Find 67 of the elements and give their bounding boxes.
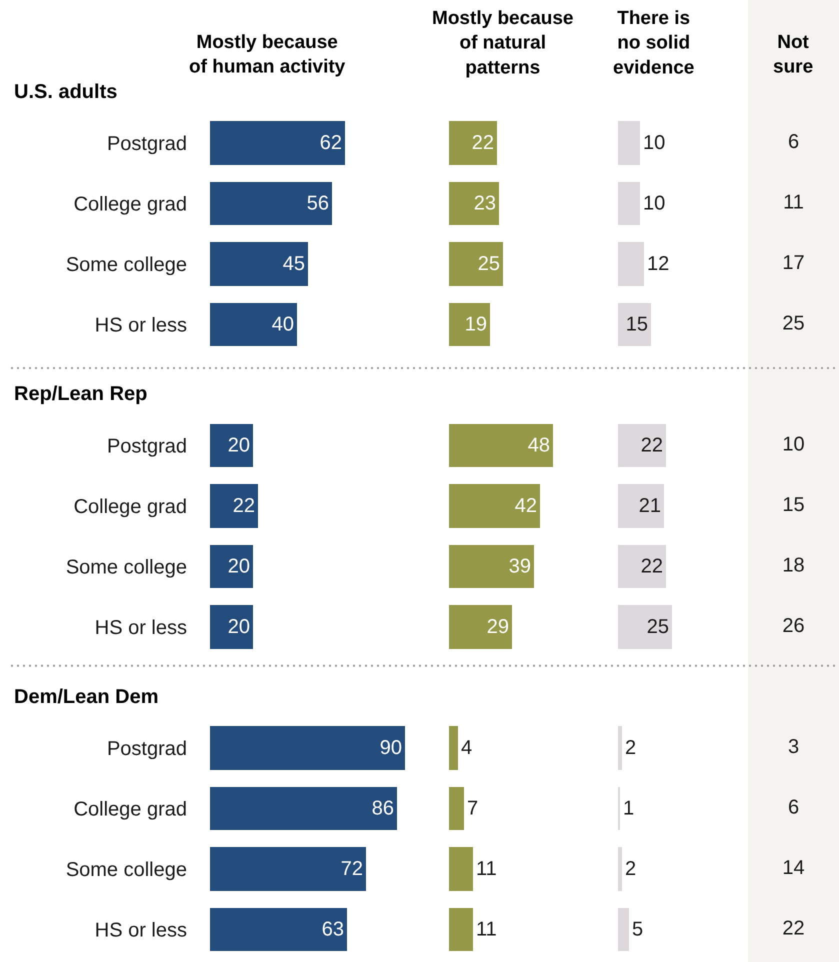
- data-label: 86: [372, 798, 394, 820]
- y-tick-label: HS or less: [94, 617, 187, 639]
- text: Not sure: [773, 32, 814, 78]
- data-label: 45: [282, 253, 305, 275]
- data-label: 25: [646, 616, 669, 638]
- data-label: 48: [528, 434, 550, 456]
- data-label: 19: [464, 314, 487, 336]
- data-label: 62: [320, 132, 342, 154]
- y-tick-label: College grad: [74, 496, 187, 518]
- data-label: 17: [782, 252, 805, 274]
- data-label: 22: [640, 556, 663, 578]
- data-label: 14: [782, 857, 805, 879]
- data-label: 3: [788, 736, 800, 758]
- data-label: 11: [476, 918, 497, 940]
- data-label: 18: [782, 554, 805, 576]
- data-label: 22: [640, 434, 663, 456]
- data-label: 20: [228, 556, 250, 578]
- chart-title: Mostly because of natural patterns: [432, 8, 574, 78]
- y-tick-label: Postgrad: [106, 436, 187, 458]
- data-label: 22: [472, 132, 494, 154]
- data-label: 20: [228, 616, 250, 638]
- data-label: 10: [643, 132, 666, 154]
- data-label: 11: [783, 192, 804, 214]
- data-label: 56: [306, 192, 329, 214]
- data-label: 42: [514, 495, 537, 517]
- data-label: 2: [625, 858, 636, 880]
- data-label: 10: [643, 192, 666, 214]
- y-tick-label: Postgrad: [106, 738, 187, 760]
- text: Rep/Lean Rep: [14, 383, 148, 405]
- data-label: 22: [782, 918, 805, 940]
- data-label: 26: [782, 615, 805, 637]
- y-tick-label: College grad: [74, 798, 187, 820]
- data-label: 39: [508, 556, 531, 578]
- data-label: 21: [638, 495, 661, 517]
- data-label: 7: [467, 798, 478, 820]
- data-label: 15: [626, 314, 648, 336]
- data-label: 25: [782, 312, 805, 334]
- data-label: 10: [782, 434, 805, 456]
- y-tick-label: HS or less: [94, 920, 187, 942]
- data-label: 22: [232, 495, 255, 517]
- data-label: 6: [788, 131, 800, 153]
- y-tick-label: College grad: [74, 194, 187, 216]
- data-label: 11: [476, 858, 497, 880]
- data-label: 72: [340, 858, 363, 880]
- y-tick-label: Some college: [66, 859, 187, 881]
- y-tick-label: HS or less: [94, 314, 187, 336]
- chart-title: Mostly because of human activity: [189, 32, 346, 78]
- data-label: 6: [788, 796, 800, 818]
- data-label: 5: [632, 918, 644, 940]
- data-label: 2: [625, 737, 636, 759]
- data-label: 1: [623, 798, 634, 820]
- data-label: 23: [474, 192, 496, 214]
- data-label: 4: [461, 737, 472, 759]
- chart-title: There is no solid evidence: [613, 8, 694, 78]
- y-tick-label: Some college: [66, 556, 187, 578]
- text: U.S. adults: [14, 81, 118, 103]
- text: Dem/Lean Dem: [14, 686, 158, 708]
- data-label: 40: [272, 314, 294, 336]
- data-label: 63: [322, 918, 344, 940]
- y-tick-label: Some college: [66, 254, 187, 276]
- data-label: 20: [228, 434, 250, 456]
- y-tick-label: Postgrad: [106, 133, 187, 155]
- data-label: 15: [782, 494, 805, 516]
- data-label: 90: [380, 737, 402, 759]
- data-label: 25: [478, 253, 500, 275]
- data-label: 12: [647, 253, 670, 275]
- data-label: 29: [486, 616, 509, 638]
